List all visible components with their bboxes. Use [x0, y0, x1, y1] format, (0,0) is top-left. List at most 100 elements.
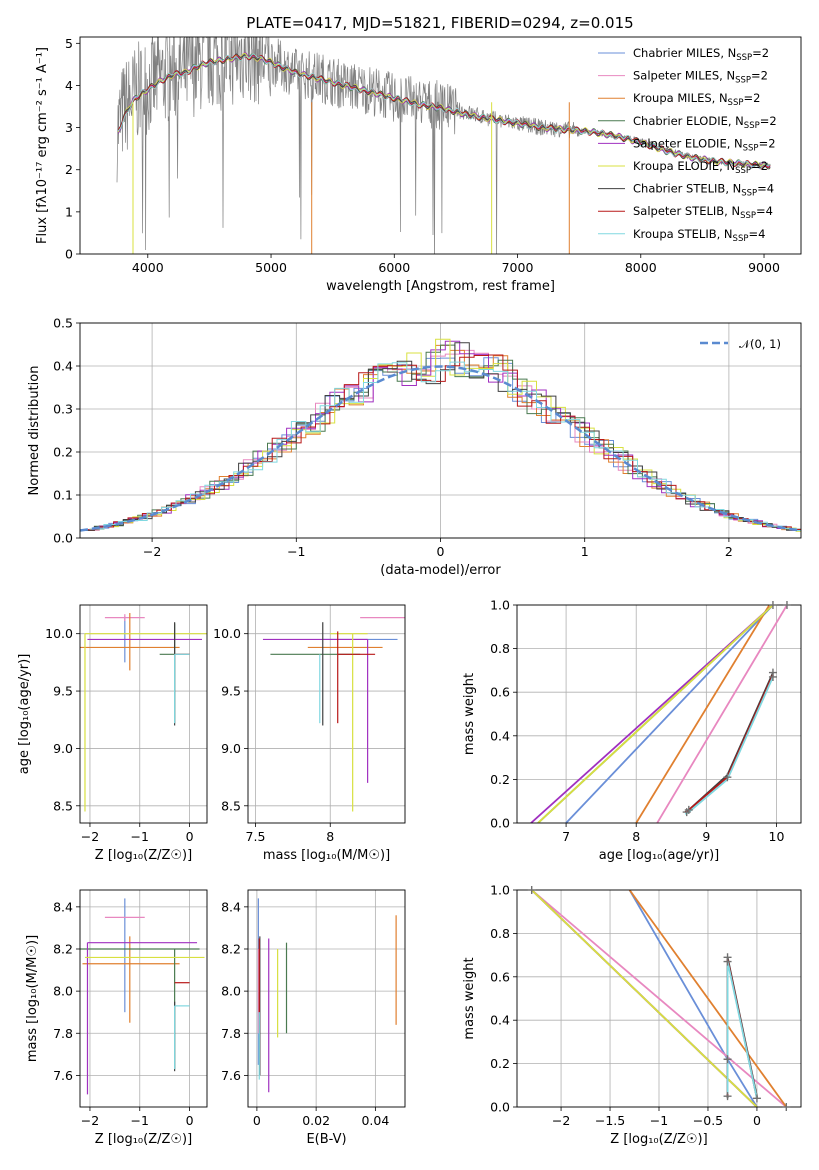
- y-tick-label: 8.0: [53, 984, 73, 999]
- axes-frame: [247, 889, 406, 1108]
- y-axis-label: age [log₁₀(age/yr)]: [17, 654, 32, 775]
- chart-title: PLATE=0417, MJD=51821, FIBERID=0294, z=0…: [246, 14, 633, 32]
- legend-name: Kroupa ELODIE, N: [633, 159, 735, 173]
- plus-marker: [768, 601, 777, 609]
- legend-subscript: SSP: [733, 234, 749, 244]
- y-tick-label: 7.8: [53, 1026, 73, 1041]
- x-tick-label: 8000: [625, 260, 657, 275]
- y-tick-label: 8.2: [221, 941, 241, 956]
- y-tick-label: 10.0: [45, 626, 73, 641]
- legend-nssp: =2: [751, 69, 768, 83]
- axes-frame: [247, 604, 406, 824]
- series-kroupa-miles: [635, 605, 771, 823]
- y-tick-label: 0.2: [490, 772, 510, 787]
- x-tick-label: 7.5: [246, 829, 266, 844]
- series-chabrier-miles: [628, 890, 758, 1107]
- legend-name: Chabrier MILES, N: [633, 46, 736, 60]
- series-salpeter-miles: [656, 605, 788, 823]
- y-tick-label: 0.3: [53, 402, 73, 417]
- legend-entry: 𝒩(0, 1): [739, 337, 781, 351]
- y-tick-label: 9.0: [221, 741, 241, 756]
- x-tick-label: −2: [81, 829, 99, 844]
- y-tick-label: 0.6: [490, 685, 510, 700]
- legend-entry: Kroupa MILES, NSSP=2: [633, 91, 760, 108]
- x-tick-label: 10: [769, 829, 785, 844]
- legend-nssp: =2: [760, 114, 777, 128]
- legend-entry: Chabrier ELODIE, NSSP=2: [633, 114, 777, 131]
- y-tick-label: 8.5: [221, 798, 241, 813]
- plus-marker: [527, 886, 536, 894]
- y-tick-label: 1.0: [490, 883, 510, 898]
- x-axis-label: mass [log₁₀(M/M☉)]: [263, 848, 390, 863]
- legend-entry: Salpeter MILES, NSSP=2: [633, 69, 768, 86]
- y-tick-label: 10.0: [213, 626, 241, 641]
- legend-nssp: =2: [752, 46, 769, 60]
- x-tick-label: 0.02: [302, 1113, 330, 1128]
- panel-residuals: −2 −1 0 1 2 0.0 0.1 0.2 0.3 0.4 0.5 (data-model)/er…: [27, 316, 802, 578]
- y-tick-label: 0.4: [53, 359, 73, 374]
- model-spectrum-kroupa-elodie: [117, 52, 771, 170]
- panel-age-vs-mass: 7.5 8 8.5 9.0 9.5 10.0 mass [log₁₀(M/M☉)]: [213, 604, 406, 863]
- x-axis-label: (data-model)/error: [380, 563, 501, 578]
- plus-marker: [684, 805, 693, 814]
- panel-mass-weight-vs-Z: −2 −1.5 −1 −0.5 0 0.0 0.2 0.4 0.6 0.8 1.0 Z [log₁₀(…: [462, 883, 802, 1147]
- y-axis-label: Normed distribution: [27, 366, 42, 496]
- panel-mass-weight-vs-age: 7 8 9 10 0.0 0.2 0.4 0.6 0.8 1.0 age [log₁₀(age/yr…: [462, 598, 802, 863]
- y-axis-label: Flux [fλ10⁻¹⁷ erg cm⁻² s⁻¹ A⁻¹]: [35, 47, 50, 244]
- y-tick-label: 8.4: [53, 899, 73, 914]
- y-tick-label: 0.0: [490, 1100, 510, 1115]
- x-axis-label: Z [log₁₀(Z/Z☉)]: [95, 848, 192, 863]
- y-tick-label: 0: [65, 247, 73, 262]
- legend-name: Chabrier STELIB, N: [633, 182, 741, 196]
- legend-subscript: SSP: [743, 143, 759, 153]
- axes-frame: [79, 322, 802, 539]
- y-tick-label: 8.5: [53, 798, 73, 813]
- plot-area: [257, 898, 397, 1093]
- x-axis-label: E(B-V): [306, 1132, 346, 1147]
- y-tick-label: 5: [65, 36, 73, 51]
- plot-area: [262, 617, 405, 812]
- x-tick-label: 0: [253, 1113, 261, 1128]
- x-axis-label: wavelength [Angstrom, rest frame]: [326, 279, 555, 294]
- x-tick-label: −1: [131, 1113, 149, 1128]
- y-tick-label: 0.0: [490, 816, 510, 831]
- x-tick-label: 8: [326, 829, 334, 844]
- y-tick-label: 9.0: [53, 741, 73, 756]
- y-tick-label: 9.5: [221, 684, 241, 699]
- y-tick-label: 0.1: [53, 488, 73, 503]
- plus-marker: [782, 1103, 791, 1111]
- legend-name: Kroupa STELIB, N: [633, 227, 733, 241]
- legend-subscript: SSP: [736, 53, 752, 63]
- y-tick-label: 0.2: [53, 445, 73, 460]
- plus-marker: [723, 1092, 732, 1101]
- y-tick-label: 7.8: [221, 1026, 241, 1041]
- y-tick-label: 0.8: [490, 926, 510, 941]
- y-tick-label: 2: [65, 162, 73, 177]
- model-spectrum-kroupa-stelib: [117, 53, 771, 169]
- x-axis-label: Z [log₁₀(Z/Z☉)]: [610, 1132, 707, 1147]
- x-tick-label: 0: [437, 544, 445, 559]
- series-kroupa-stelib: [684, 676, 774, 816]
- plus-marker: [752, 1094, 761, 1103]
- series-kroupa-elodie: [537, 605, 774, 823]
- y-tick-label: 0.6: [490, 969, 510, 984]
- plus-marker: [723, 957, 732, 966]
- plus-marker: [768, 672, 777, 681]
- legend-name: Salpeter MILES, N: [633, 69, 735, 83]
- legend-entry: Chabrier MILES, NSSP=2: [633, 46, 769, 63]
- legend-nssp: =4: [757, 182, 774, 196]
- y-tick-label: 0.5: [53, 316, 73, 331]
- series-kroupa-elodie: [531, 890, 758, 1107]
- panel-age-vs-Z: −2 −1 0 8.5 9.0 9.5 10.0 Z [log₁₀(Z/Z☉)] age [lo…: [17, 604, 208, 863]
- legend-subscript: SSP: [735, 76, 751, 86]
- y-tick-label: 8.2: [53, 941, 73, 956]
- legend-subscript: SSP: [741, 189, 757, 199]
- y-tick-label: 8.4: [221, 899, 241, 914]
- y-tick-label: 4: [65, 78, 73, 93]
- x-tick-label: −1: [131, 829, 149, 844]
- series-salpeter-stelib: [684, 674, 774, 813]
- x-tick-label: 0: [186, 1113, 194, 1128]
- plot-area: [80, 613, 207, 812]
